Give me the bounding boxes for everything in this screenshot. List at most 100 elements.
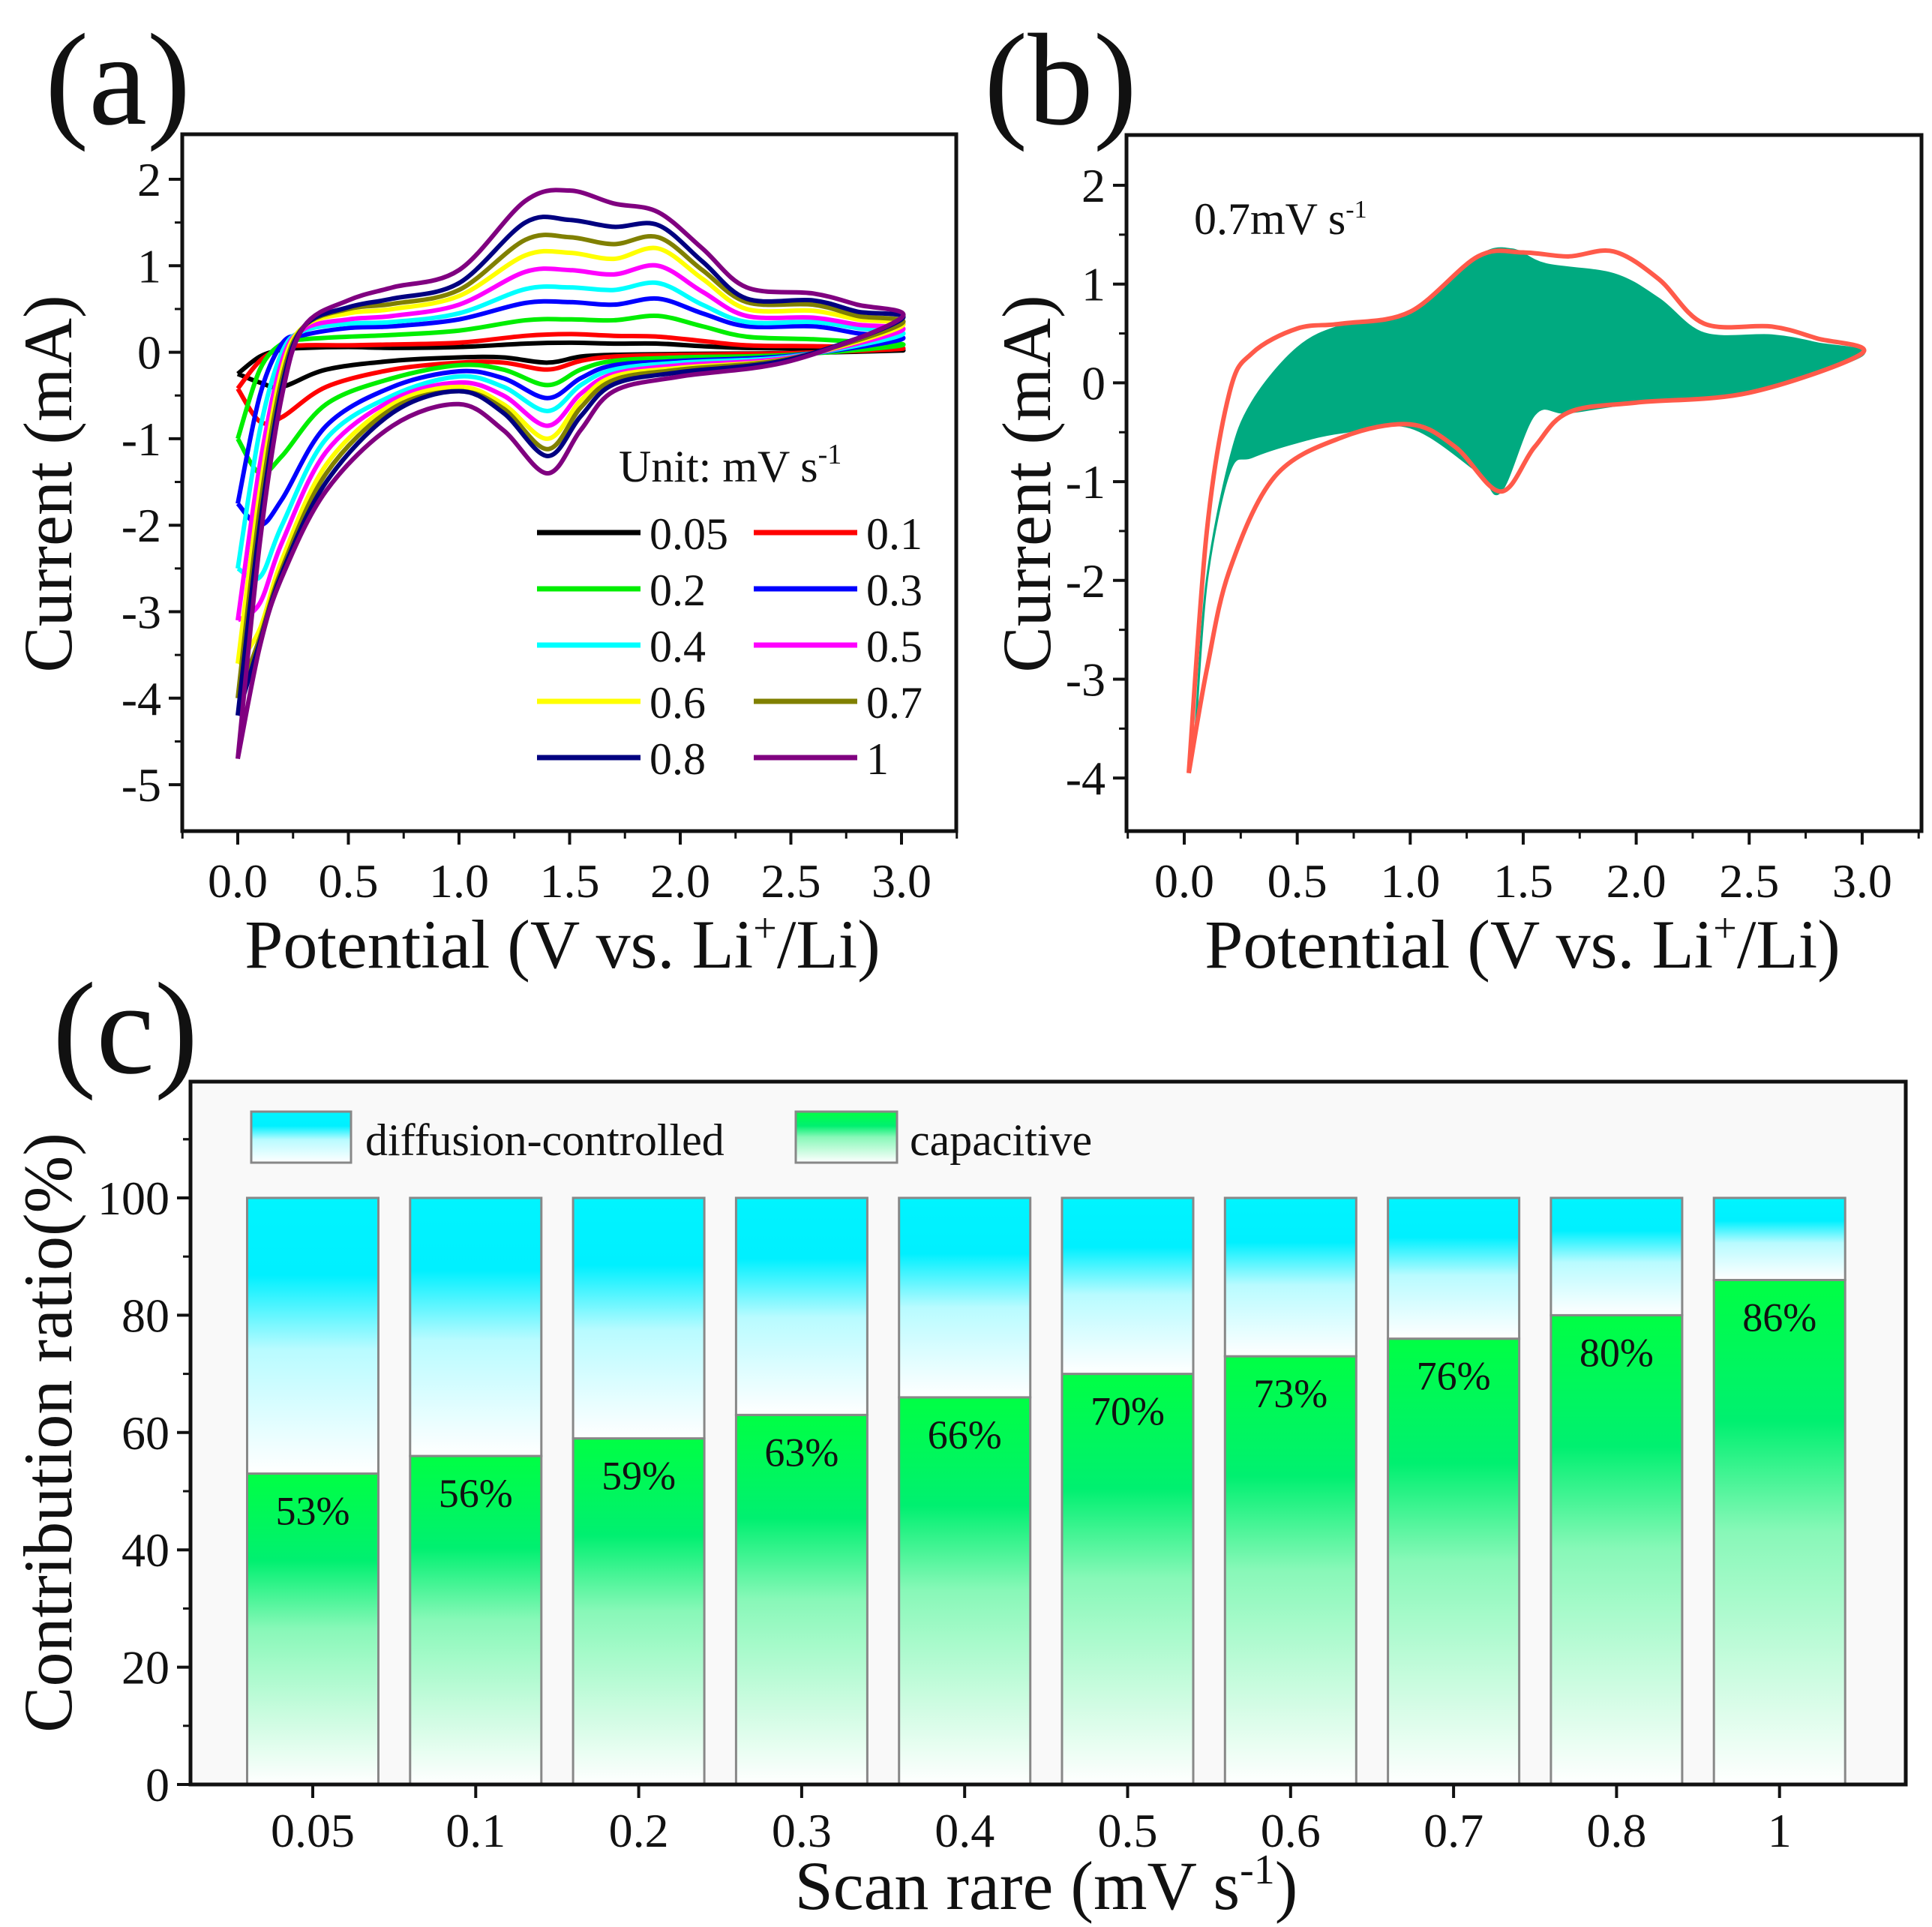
x-tick-label: 1.0 bbox=[1380, 854, 1440, 908]
y-tick-label: 1 bbox=[1082, 258, 1106, 311]
legend-swatch-capacitive bbox=[794, 1110, 898, 1164]
panel-label-c: (c) bbox=[52, 956, 198, 1101]
cv-curve-0.3 bbox=[236, 296, 906, 528]
bar-diffusion bbox=[572, 1196, 706, 1440]
plot-frame-b bbox=[1124, 133, 1924, 833]
legend-label: 0.2 bbox=[650, 566, 706, 615]
capacitive-area bbox=[1194, 247, 1865, 729]
x-tick-label: 0.7 bbox=[1424, 1804, 1484, 1857]
x-tick-label: 3.0 bbox=[872, 854, 932, 908]
panel-label-b: (b) bbox=[984, 7, 1137, 152]
x-tick-label: 1 bbox=[1768, 1804, 1792, 1857]
bar-data-label: 86% bbox=[1742, 1295, 1816, 1340]
bar-capacitive bbox=[1223, 1355, 1358, 1786]
stacked-bars-c: 53% 56% 59% 63% 66% 70% 73% 76% 80% 86% bbox=[246, 1196, 1846, 1786]
bar-diffusion bbox=[246, 1196, 380, 1475]
x-tick-label: 2.0 bbox=[650, 854, 710, 908]
axis-ticks-a: 0.0 0.5 1.0 1.5 2.0 2.5 3.0 -5 -4 -3 -2 -1 0 1 2 bbox=[122, 153, 958, 908]
legend-label: 0.7 bbox=[866, 678, 922, 728]
y-axis-title-c: Contribution ratio(%) bbox=[10, 1133, 86, 1733]
y-tick-label: 0 bbox=[137, 326, 161, 380]
bar-data-label: 56% bbox=[439, 1471, 513, 1516]
y-tick-label: -4 bbox=[122, 672, 161, 725]
x-axis-title-a: Potential (V vs. Li+/Li) bbox=[244, 905, 880, 983]
cv-curve-0.4 bbox=[236, 280, 906, 581]
cv-curve-0.8 bbox=[236, 215, 906, 716]
x-tick-label: 0.3 bbox=[772, 1804, 832, 1857]
bar-capacitive bbox=[1712, 1278, 1846, 1786]
x-tick-label: 1.0 bbox=[429, 854, 489, 908]
y-tick-label: 1 bbox=[137, 239, 161, 293]
bar-capacitive bbox=[1550, 1313, 1684, 1786]
bar-data-label: 59% bbox=[602, 1454, 676, 1499]
legend-label: 0.6 bbox=[650, 678, 706, 728]
panel-label-a: (a) bbox=[45, 7, 190, 152]
bar-diffusion bbox=[898, 1196, 1032, 1399]
total-current-curve bbox=[1186, 248, 1867, 774]
legend-label-diffusion: diffusion-controlled bbox=[365, 1115, 724, 1165]
x-tick-label: 0.5 bbox=[319, 854, 379, 908]
x-tick-label: 0.1 bbox=[446, 1804, 506, 1857]
y-tick-label: -5 bbox=[122, 758, 161, 812]
y-tick-label: -2 bbox=[122, 499, 161, 552]
bar-data-label: 63% bbox=[764, 1430, 838, 1475]
x-tick-label: 0.0 bbox=[208, 854, 268, 908]
bar-data-label: 53% bbox=[276, 1489, 350, 1534]
panel-c: (c) 53% 56% 59%63% 66%70% 73% 76%80%86% 0.05 0… bbox=[10, 956, 1908, 1924]
legend-label: 0.1 bbox=[866, 509, 922, 559]
legend-c: diffusion-controlled capacitive bbox=[250, 1110, 1092, 1165]
legend-label: 0.3 bbox=[866, 566, 922, 615]
legend-label: 0.8 bbox=[650, 734, 706, 784]
bar-data-label: 80% bbox=[1580, 1330, 1654, 1375]
y-axis-title-b: Current (mA) bbox=[988, 295, 1065, 672]
bar-capacitive bbox=[1060, 1373, 1195, 1786]
y-tick-label: -3 bbox=[1066, 653, 1106, 707]
cv-curve-0.6 bbox=[236, 245, 906, 665]
bar-data-label: 76% bbox=[1417, 1354, 1491, 1399]
bar-capacitive bbox=[246, 1472, 380, 1786]
y-tick-label: 20 bbox=[122, 1641, 170, 1694]
y-tick-label: 60 bbox=[122, 1406, 170, 1460]
cv-curves-b bbox=[1186, 247, 1867, 774]
bar-capacitive bbox=[734, 1413, 868, 1786]
y-axis-title-a: Current (mA) bbox=[10, 295, 86, 672]
panel-a: (a) 0.0 0.5 1.0 1.5 2.0 2.5 3.0 -5 -4 -3 -2 -1 0 1 2 P… bbox=[10, 7, 958, 983]
y-tick-label: 80 bbox=[122, 1289, 170, 1342]
x-axis-title-b: Potential (V vs. Li+/Li) bbox=[1204, 905, 1840, 983]
bar-data-label: 66% bbox=[928, 1412, 1002, 1457]
bar-capacitive bbox=[898, 1396, 1032, 1786]
legend-swatch-diffusion bbox=[250, 1110, 352, 1164]
x-tick-label: 0.5 bbox=[1098, 1804, 1158, 1857]
bar-capacitive bbox=[409, 1454, 543, 1786]
cv-curve-1 bbox=[236, 188, 906, 760]
y-tick-label: -2 bbox=[1066, 554, 1106, 608]
legend-a: 0.05 0.1 0.2 0.3 0.4 0.5 0.6 0.7 0.8 1 bbox=[537, 509, 922, 784]
legend-label: 0.4 bbox=[650, 622, 706, 671]
bar-diffusion bbox=[1387, 1196, 1521, 1340]
y-tick-label: -3 bbox=[122, 586, 161, 639]
x-tick-label: 0.5 bbox=[1268, 854, 1328, 908]
x-tick-label: 2.0 bbox=[1606, 854, 1666, 908]
y-tick-label: 0 bbox=[146, 1758, 170, 1811]
legend-label: 1 bbox=[866, 734, 889, 784]
cv-curves-a bbox=[236, 188, 906, 760]
scan-rate-annotation-b: 0.7mV s-1 bbox=[1194, 194, 1367, 244]
plot-frame-a bbox=[180, 132, 958, 833]
x-tick-label: 1.5 bbox=[540, 854, 600, 908]
x-tick-label: 0.6 bbox=[1261, 1804, 1321, 1857]
bar-diffusion bbox=[409, 1196, 543, 1457]
x-tick-label: 0.05 bbox=[271, 1804, 355, 1857]
legend-label-capacitive: capacitive bbox=[910, 1115, 1092, 1165]
legend-title-a: Unit: mV s-1 bbox=[619, 439, 842, 491]
y-tick-label: -4 bbox=[1066, 752, 1106, 805]
bar-capacitive bbox=[1387, 1337, 1521, 1786]
y-tick-label: 0 bbox=[1082, 356, 1106, 410]
x-tick-label: 0.4 bbox=[934, 1804, 994, 1857]
x-axis-title-c: Scan rare (mV s-1) bbox=[795, 1847, 1298, 1924]
y-tick-label: 100 bbox=[98, 1172, 170, 1225]
y-tick-label: -1 bbox=[122, 413, 161, 466]
bar-diffusion bbox=[734, 1196, 868, 1416]
legend-label: 0.05 bbox=[650, 509, 728, 559]
x-tick-label: 0.2 bbox=[609, 1804, 669, 1857]
x-tick-label: 0.8 bbox=[1586, 1804, 1646, 1857]
